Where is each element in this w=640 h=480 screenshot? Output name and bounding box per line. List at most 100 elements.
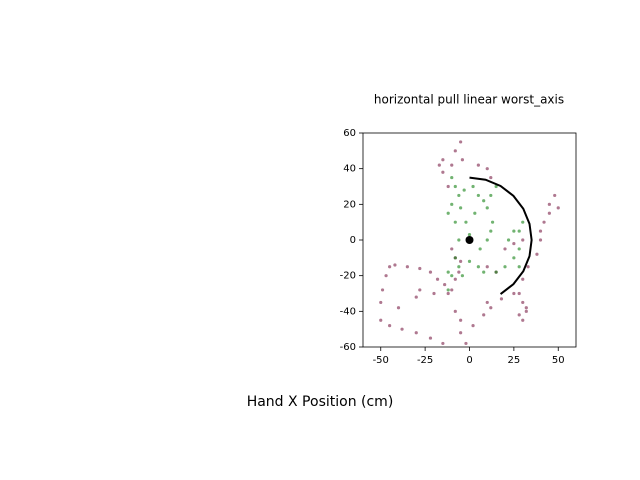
- data-point: [462, 188, 466, 192]
- data-point: [517, 229, 521, 233]
- data-point: [441, 158, 445, 162]
- data-point: [526, 265, 530, 269]
- data-point: [457, 193, 461, 198]
- x-tick-label: -50: [373, 355, 389, 366]
- data-point: [512, 241, 516, 246]
- y-tick-label: -20: [340, 271, 356, 282]
- data-point: [450, 175, 454, 180]
- data-point: [490, 220, 495, 224]
- plot-frame: [362, 132, 577, 348]
- data-point: [453, 277, 457, 281]
- data-point: [506, 238, 511, 242]
- data-point: [482, 199, 486, 203]
- data-point: [437, 163, 441, 167]
- data-point: [446, 184, 450, 189]
- chart-title: horizontal pull linear worst_axis: [374, 93, 564, 107]
- data-point: [464, 220, 468, 224]
- x-tick-label: 25: [508, 355, 521, 366]
- data-point: [517, 247, 521, 251]
- data-point: [450, 163, 454, 167]
- data-point: [473, 211, 477, 215]
- data-point: [467, 259, 472, 263]
- data-point: [380, 288, 385, 292]
- data-point: [450, 202, 454, 206]
- data-point: [457, 238, 461, 242]
- data-point: [453, 309, 457, 313]
- data-point: [446, 288, 450, 292]
- data-point: [384, 274, 388, 278]
- data-point: [499, 297, 504, 301]
- data-point: [521, 300, 525, 305]
- data-point: [460, 274, 464, 278]
- data-point: [503, 247, 507, 251]
- data-point: [441, 341, 445, 346]
- data-point: [538, 229, 543, 233]
- data-point: [503, 265, 507, 269]
- data-point: [450, 274, 454, 278]
- data-point: [450, 288, 454, 292]
- data-point: [450, 247, 454, 251]
- data-point: [521, 277, 525, 281]
- data-point: [428, 270, 433, 274]
- data-point: [393, 263, 397, 267]
- data-point: [457, 265, 461, 269]
- x-tick-label: -25: [417, 355, 433, 366]
- data-point: [446, 270, 450, 274]
- data-point: [485, 300, 489, 305]
- data-point: [446, 291, 450, 296]
- data-point: [517, 313, 521, 317]
- data-point: [512, 291, 516, 296]
- data-point: [535, 252, 539, 256]
- data-point: [379, 300, 383, 305]
- data-point: [459, 206, 463, 210]
- data-point: [476, 193, 480, 198]
- x-axis-label: Hand X Position (cm): [247, 394, 394, 410]
- data-point: [482, 270, 486, 274]
- data-point: [441, 170, 445, 174]
- data-point: [443, 282, 447, 287]
- data-point: [414, 331, 418, 335]
- data-point: [435, 277, 440, 281]
- data-point: [478, 247, 482, 251]
- data-point: [542, 220, 546, 224]
- data-point: [547, 202, 551, 206]
- arc-line: [469, 176, 533, 295]
- data-point: [485, 206, 489, 210]
- data-point: [489, 193, 493, 198]
- data-point: [400, 327, 404, 331]
- data-point: [524, 306, 528, 310]
- y-tick-label: -40: [340, 306, 356, 317]
- data-point: [517, 291, 521, 296]
- data-point: [459, 331, 463, 335]
- data-point: [538, 238, 543, 242]
- data-point: [428, 336, 433, 340]
- data-point: [485, 265, 489, 269]
- data-point: [489, 175, 493, 180]
- data-point: [485, 167, 489, 171]
- y-tick-label: 0: [350, 235, 356, 246]
- data-point: [388, 265, 392, 269]
- data-point: [521, 318, 525, 322]
- data-point: [485, 238, 489, 242]
- data-point: [553, 193, 557, 198]
- data-point: [405, 265, 409, 269]
- data-point: [388, 324, 392, 328]
- data-point: [418, 288, 422, 292]
- data-point: [446, 211, 450, 215]
- data-point: [512, 256, 516, 260]
- data-point: [459, 318, 463, 322]
- data-point: [453, 256, 457, 260]
- y-tick-label: 40: [343, 164, 356, 175]
- data-point: [524, 309, 528, 313]
- data-point: [467, 233, 472, 237]
- x-tick-label: 0: [466, 355, 472, 366]
- y-tick-label: -60: [340, 342, 356, 353]
- y-tick-label: 60: [343, 128, 356, 139]
- data-point: [459, 259, 463, 263]
- data-point: [476, 265, 480, 269]
- data-point: [453, 149, 457, 153]
- data-point: [517, 265, 521, 269]
- x-tick-label: 50: [552, 355, 565, 366]
- data-point: [464, 341, 468, 346]
